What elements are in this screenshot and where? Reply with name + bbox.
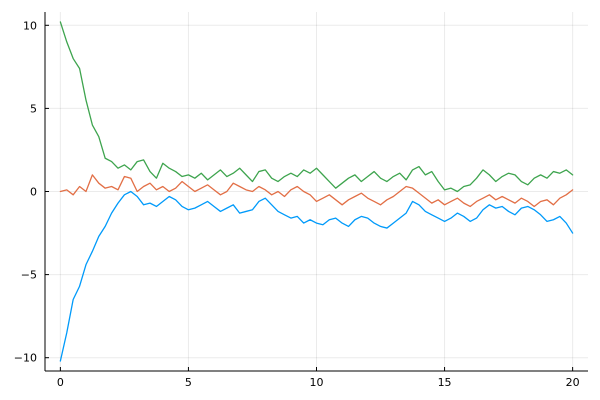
y-tick-label: −10	[14, 352, 37, 365]
y-tick-label: 0	[30, 186, 37, 199]
x-tick-label: 20	[566, 376, 580, 389]
x-tick-label: 15	[438, 376, 452, 389]
series-line-3	[59, 21, 574, 193]
tick-labels: 0 5 10 15 20 −10 −5 0 5 10	[14, 19, 580, 389]
grid	[45, 12, 588, 371]
x-tick-label: 10	[310, 376, 324, 389]
x-tick-label: 5	[185, 376, 192, 389]
series-line-1	[59, 190, 574, 362]
series-line-2	[59, 174, 574, 208]
y-tick-label: 5	[30, 102, 37, 115]
x-tick-label: 0	[57, 376, 64, 389]
axes	[44, 12, 588, 372]
series-group	[59, 21, 574, 362]
y-tick-label: 10	[23, 19, 37, 32]
y-tick-label: −5	[21, 269, 37, 282]
